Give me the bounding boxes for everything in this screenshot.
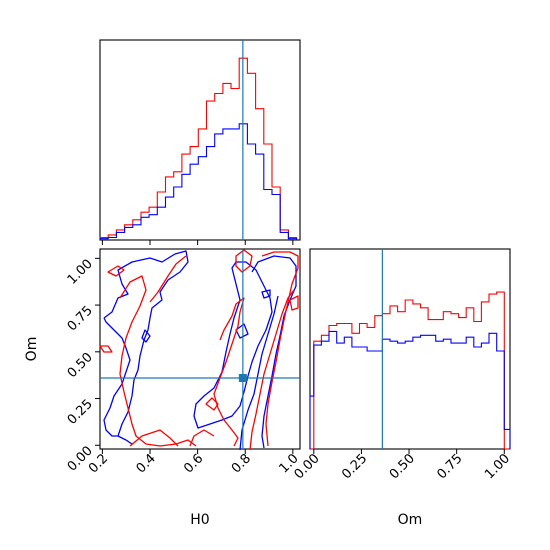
red-histogram-series bbox=[310, 291, 510, 450]
om-histogram bbox=[309, 291, 511, 450]
red-contour-12 bbox=[129, 429, 179, 447]
red-contour-14 bbox=[205, 397, 219, 411]
contour-xtick-label: 0.6 bbox=[181, 451, 206, 476]
red-contour-18 bbox=[289, 295, 299, 311]
red-contour-10 bbox=[119, 275, 197, 447]
om-histogram-frame bbox=[309, 248, 511, 450]
blue-contour-0 bbox=[103, 250, 189, 445]
red-contour-17 bbox=[249, 289, 295, 451]
contour-xtick-label: 0.4 bbox=[134, 451, 159, 476]
red-contour-19 bbox=[189, 429, 215, 447]
truth-marker bbox=[238, 373, 247, 382]
blue-contour-6 bbox=[261, 289, 271, 299]
contour-ylabel: Om bbox=[24, 337, 40, 362]
red-contour-16 bbox=[261, 251, 299, 447]
contour-ytick-label: 0.25 bbox=[65, 397, 96, 428]
blue-histogram-series bbox=[99, 123, 298, 240]
om-hist-xtick-label: 0.50 bbox=[387, 451, 418, 482]
red-contour-13 bbox=[213, 297, 245, 447]
contour-xlabel: H0 bbox=[190, 512, 209, 528]
axis-ticks: 0.2 0.4 0.6 0.8 1.00.000.250.500.751.000.00 0… bbox=[65, 240, 513, 482]
blue-histogram-series bbox=[309, 330, 511, 449]
red-contour-8 bbox=[107, 265, 125, 277]
contour-panel-frame bbox=[99, 248, 301, 450]
blue-contour-4 bbox=[251, 255, 297, 449]
h0-histogram-frame bbox=[99, 39, 301, 241]
blue-contour-7 bbox=[235, 323, 249, 339]
om-hist-xtick-label: 1.00 bbox=[482, 451, 513, 482]
om-hist-xtick-label: 0.75 bbox=[434, 451, 465, 482]
blue-contour-2 bbox=[141, 329, 151, 343]
red-contour-15 bbox=[235, 249, 253, 273]
blue-contour-3 bbox=[193, 261, 273, 429]
om-hist-xlabel: Om bbox=[398, 512, 423, 528]
h0-histogram bbox=[99, 57, 298, 240]
om-hist-xtick-label: 0.00 bbox=[292, 451, 323, 482]
contour-ytick-label: 0.50 bbox=[65, 350, 96, 381]
truth-markers bbox=[100, 40, 383, 449]
contour-xtick-label: 0.8 bbox=[229, 451, 254, 476]
h0-om-contours bbox=[99, 249, 299, 451]
contour-ytick-label: 0.75 bbox=[65, 303, 96, 334]
red-contour-9 bbox=[99, 345, 113, 353]
om-hist-xtick-label: 0.25 bbox=[339, 451, 370, 482]
red-histogram-series bbox=[99, 57, 298, 240]
red-contour-11 bbox=[149, 255, 187, 303]
blue-contour-1 bbox=[103, 317, 131, 437]
blue-contour-5 bbox=[239, 295, 279, 451]
contour-ytick-label: 1.00 bbox=[65, 257, 96, 288]
